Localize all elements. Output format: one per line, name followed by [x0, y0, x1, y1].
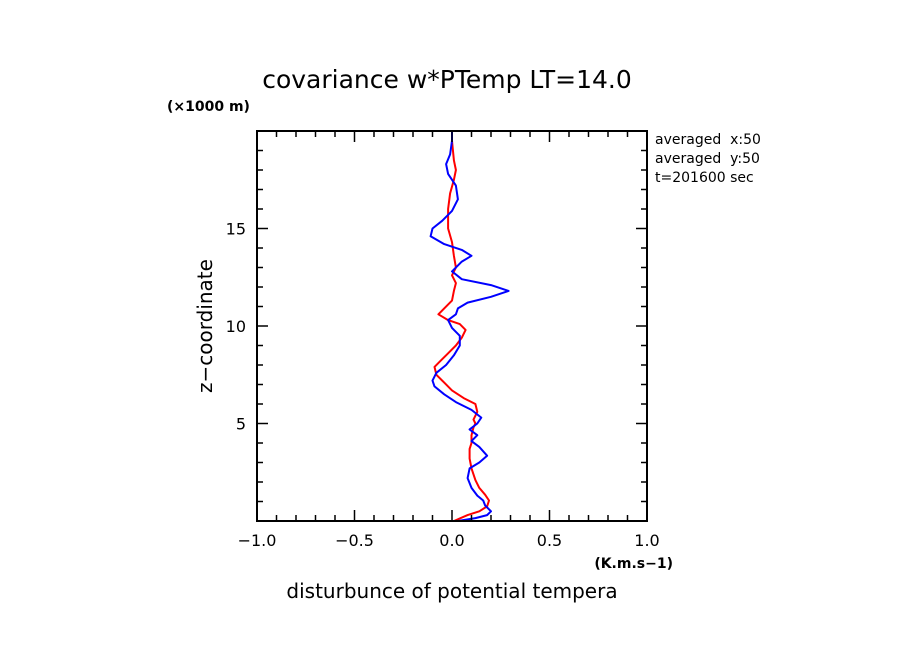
x-tick-label: 0.5 — [537, 531, 562, 550]
info-averaged-y: averaged y:50 — [655, 151, 760, 167]
y-tick-label: 15 — [226, 220, 246, 239]
x-axis-units: (K.m.s−1) — [594, 556, 673, 572]
plot-frame — [256, 130, 648, 522]
info-block: averaged x:50 averaged y:50 t=201600 sec — [655, 132, 761, 186]
x-tick-label: 0.0 — [439, 531, 464, 550]
ticks-layer: −1.0 −0.5 0.0 0.5 1.0 5 10 15 — [226, 131, 660, 550]
y-axis-label: z−coordinate — [193, 259, 217, 393]
x-tick-label: 1.0 — [634, 531, 659, 550]
series-layer — [429, 130, 510, 522]
x-tick-label: −0.5 — [335, 531, 374, 550]
chart-title: covariance w*PTemp LT=14.0 — [262, 65, 632, 94]
info-time: t=201600 sec — [655, 170, 754, 186]
x-tick-label: −1.0 — [238, 531, 277, 550]
info-averaged-x: averaged x:50 — [655, 132, 761, 148]
series-line-blue — [429, 130, 510, 522]
y-tick-label: 5 — [236, 415, 246, 434]
y-axis-units: (×1000 m) — [167, 99, 250, 115]
series-line-red — [433, 130, 490, 522]
y-tick-label: 10 — [226, 317, 246, 336]
x-axis-label: disturbunce of potential tempera — [286, 579, 617, 603]
